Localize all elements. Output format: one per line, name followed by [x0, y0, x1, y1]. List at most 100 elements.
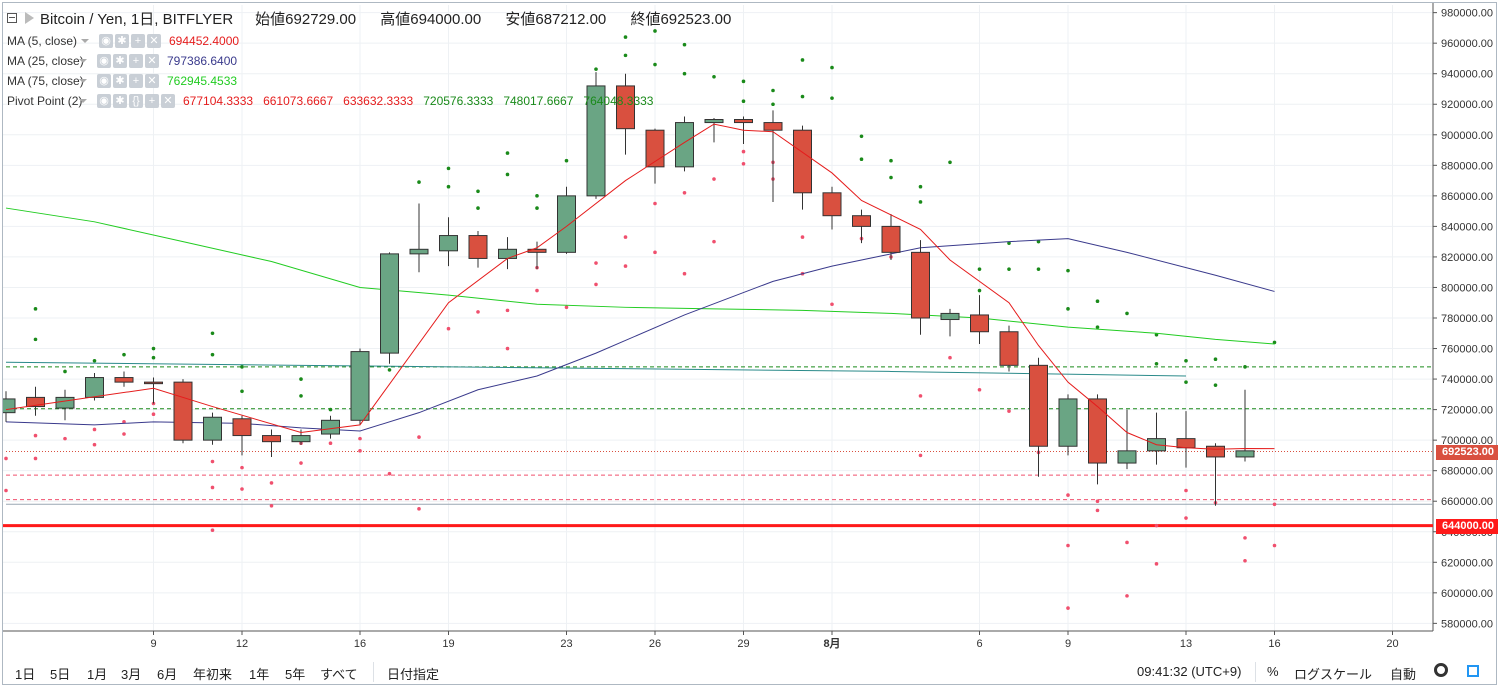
pivot-s2: 661073.6667	[263, 94, 334, 108]
pivot-dot-up	[92, 358, 97, 363]
pivot-dot-down	[210, 459, 215, 464]
indicator-name[interactable]: MA (75, close)	[7, 74, 84, 88]
fullscreen-icon[interactable]	[1467, 665, 1479, 677]
gear-icon[interactable]: ✱	[113, 54, 127, 68]
pivot-dot-up	[33, 307, 38, 311]
more-icon[interactable]: +	[145, 94, 159, 108]
pivot-dot-down	[358, 436, 362, 441]
time-tick-label: 12	[236, 638, 248, 650]
time-tick-label: 9	[150, 638, 156, 650]
time-tick-label: 9	[1065, 638, 1071, 650]
more-icon[interactable]: +	[129, 54, 143, 68]
close-icon[interactable]: ✕	[145, 74, 159, 88]
eye-icon[interactable]: ◉	[97, 54, 111, 68]
price-tick-label: 960000.00	[1441, 38, 1493, 50]
close-icon[interactable]: ✕	[145, 54, 159, 68]
range-ytd[interactable]: 年初来	[193, 667, 233, 682]
caret-down-icon[interactable]	[79, 59, 87, 63]
candle-down	[1176, 438, 1196, 449]
close-icon[interactable]: ✕	[161, 94, 175, 108]
more-icon[interactable]: +	[131, 34, 145, 48]
pivot-dot-down	[682, 191, 687, 195]
pivot-dot-up	[33, 337, 38, 342]
pivot-r2: 748017.6667	[503, 94, 574, 108]
price-tick-label: 700000.00	[1441, 435, 1493, 447]
pivot-dot-up	[918, 184, 923, 189]
time-tick-label: 23	[560, 638, 572, 650]
price-tick-label: 680000.00	[1441, 466, 1493, 478]
indicator-name[interactable]: MA (25, close)	[7, 54, 84, 68]
eye-icon[interactable]: ◉	[97, 74, 111, 88]
candle-down	[1206, 445, 1225, 458]
pivot-dot-up	[653, 62, 657, 67]
pivot-dot-down	[1272, 543, 1277, 548]
pivot-dot-down	[92, 442, 97, 447]
indicator-name[interactable]: MA (5, close)	[7, 34, 78, 48]
flag-icon[interactable]	[25, 12, 34, 24]
ohlc-low: 安値687212.00	[505, 10, 607, 28]
pivot-dot-up	[1125, 311, 1129, 316]
time-tick-label: 19	[442, 638, 454, 650]
pivot-dot-up	[1184, 380, 1188, 384]
gear-icon[interactable]: ✱	[115, 34, 129, 48]
candle-down	[232, 418, 252, 437]
time-tick-label: 26	[649, 638, 661, 650]
pivot-dot-up	[476, 189, 480, 194]
percent-toggle[interactable]: %	[1267, 664, 1279, 679]
legend: Bitcoin / Yen, 1日, BITFLYER 始値692729.00 …	[7, 11, 751, 111]
caret-down-icon[interactable]	[79, 99, 87, 103]
range-1m[interactable]: 1月	[87, 667, 108, 682]
range-5d[interactable]: 5日	[50, 667, 71, 682]
more-icon[interactable]: +	[129, 74, 143, 88]
pivot-dot-down	[358, 449, 362, 453]
pivot-dot-down	[1095, 508, 1100, 513]
pivot-dot-up	[535, 206, 539, 210]
pivot-dot-down	[122, 432, 126, 436]
range-3m[interactable]: 3月	[121, 667, 142, 682]
log-scale-toggle[interactable]: ログスケール	[1294, 667, 1373, 682]
braces-icon[interactable]: {}	[129, 94, 143, 108]
indicator-name[interactable]: Pivot Point (2)	[7, 94, 83, 108]
pivot-dot-down	[210, 485, 215, 490]
indicator-pivot: Pivot Point (2) ◉ ✱{} + ✕ 677104.3333 66107…	[7, 91, 751, 111]
pivot-dot-down	[299, 461, 303, 465]
caret-down-icon[interactable]	[81, 39, 89, 43]
pivot-dot-down	[33, 456, 38, 461]
caret-down-icon[interactable]	[79, 79, 87, 83]
price-tick-label: 600000.00	[1441, 588, 1493, 600]
range-all[interactable]: すべて	[320, 667, 358, 682]
price-chart[interactable]: 580000.00600000.00620000.00640000.006600…	[3, 3, 1498, 686]
gear-icon[interactable]: ✱	[113, 74, 127, 88]
auto-scale-toggle[interactable]: 自動	[1390, 667, 1417, 682]
pivot-dot-down	[1184, 516, 1188, 520]
price-tick-label: 820000.00	[1441, 252, 1493, 264]
pivot-dot-up	[1184, 358, 1188, 363]
gear-icon[interactable]: ✱	[113, 94, 127, 108]
close-icon[interactable]: ✕	[147, 34, 161, 48]
range-1y[interactable]: 1年	[249, 667, 270, 682]
goto-date-button[interactable]: 日付指定	[387, 667, 440, 682]
candle-up	[1058, 398, 1078, 447]
range-6m[interactable]: 6月	[157, 667, 178, 682]
pivot-dot-down	[151, 412, 156, 416]
indicator-controls: ◉ ✱{} + ✕	[97, 94, 175, 108]
collapse-icon[interactable]	[7, 13, 17, 23]
pivot-dot-up	[1007, 267, 1011, 271]
gear-icon[interactable]	[1434, 663, 1448, 677]
range-5y[interactable]: 5年	[285, 667, 306, 682]
pivot-dot-up	[977, 288, 982, 293]
pivot-dot-down	[653, 250, 657, 255]
candle-up	[380, 253, 399, 354]
clock-display[interactable]: 09:41:32 (UTC+9)	[1137, 664, 1242, 679]
pivot-dot-up	[623, 53, 628, 58]
price-tick-label: 620000.00	[1441, 557, 1493, 569]
pivot-dot-up	[122, 352, 126, 357]
range-1d[interactable]: 1日	[15, 667, 36, 682]
eye-icon[interactable]: ◉	[99, 34, 113, 48]
candle-down	[144, 381, 163, 385]
eye-icon[interactable]: ◉	[97, 94, 111, 108]
pivot-dot-up	[800, 94, 805, 99]
ohlc-high: 高値694000.00	[380, 10, 482, 28]
pivot-dot-up	[1007, 241, 1011, 245]
